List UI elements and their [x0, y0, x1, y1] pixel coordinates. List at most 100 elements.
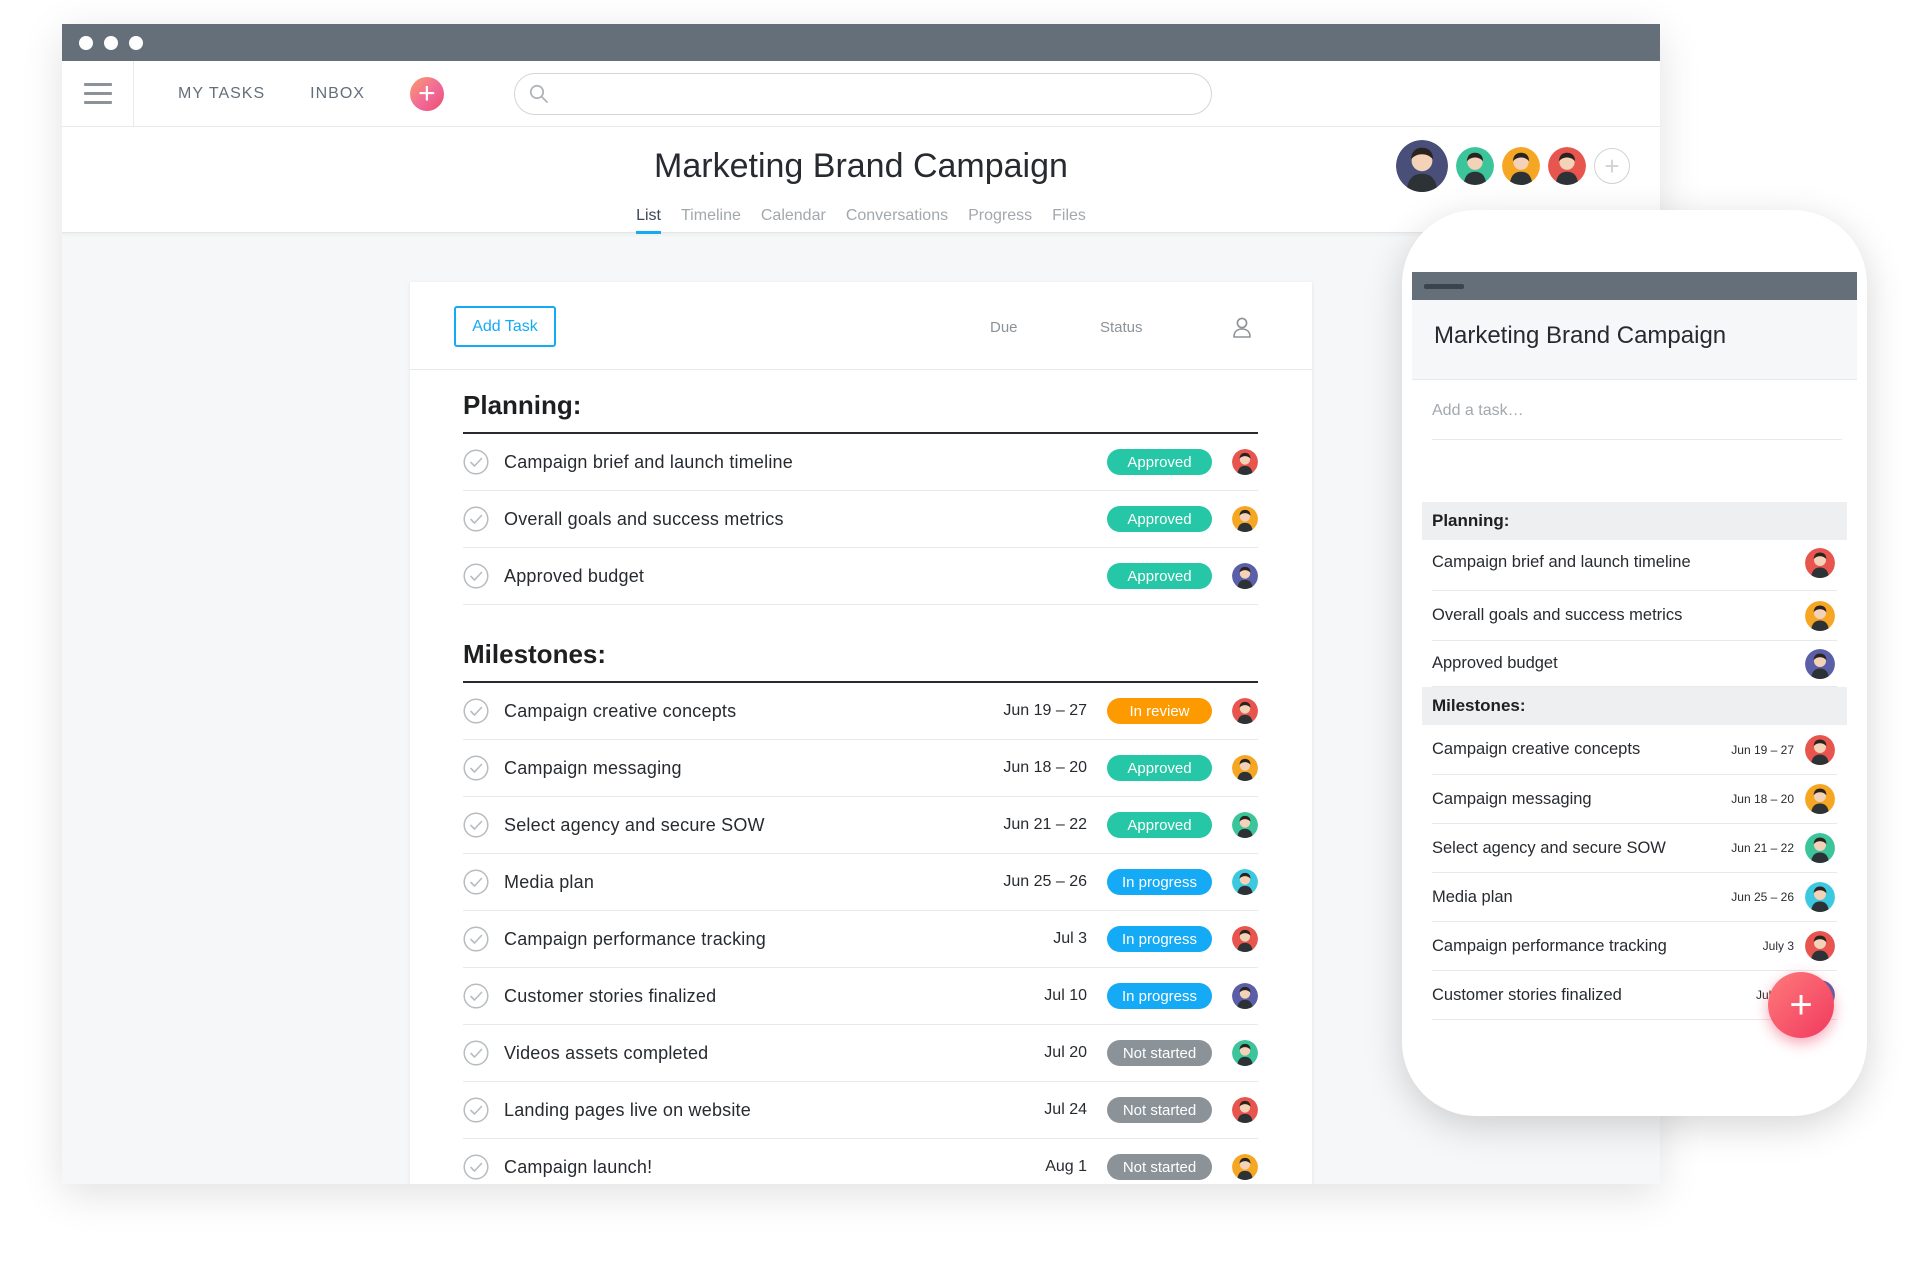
tab-calendar[interactable]: Calendar [760, 207, 826, 224]
assignee-avatar[interactable] [1232, 755, 1258, 781]
mobile-task-due[interactable]: Jun 19 – 27 [1731, 742, 1794, 757]
task-name[interactable]: Customer stories finalized [504, 985, 717, 1006]
mobile-add-fab[interactable]: + [1768, 972, 1834, 1038]
complete-checkbox-icon[interactable] [463, 983, 489, 1009]
mobile-task-due[interactable]: Jun 21 – 22 [1731, 841, 1794, 855]
assignee-avatar[interactable] [1232, 698, 1258, 724]
complete-checkbox-icon[interactable] [463, 563, 489, 589]
mobile-task-name[interactable]: Media plan [1432, 887, 1513, 906]
mobile-task-row[interactable]: Campaign messaging Jun 18 – 20 [1432, 775, 1837, 824]
complete-checkbox-icon[interactable] [463, 1154, 489, 1180]
mobile-task-due[interactable]: Jun 25 – 26 [1731, 890, 1794, 904]
task-row[interactable]: Campaign launch! Aug 1 Not started [463, 1139, 1258, 1184]
task-row[interactable]: Campaign creative concepts Jun 19 – 27 In … [463, 683, 1258, 740]
mobile-task-due[interactable]: Jun 18 – 20 [1731, 792, 1794, 806]
mobile-assignee-avatar[interactable] [1805, 734, 1835, 765]
mobile-assignee-avatar[interactable] [1805, 600, 1835, 631]
task-row[interactable]: Select agency and secure SOW Jun 21 – 22 A… [463, 797, 1258, 854]
complete-checkbox-icon[interactable] [463, 812, 489, 838]
task-name[interactable]: Campaign messaging [504, 757, 682, 778]
task-name[interactable]: Campaign creative concepts [504, 700, 737, 721]
status-badge[interactable]: Approved [1107, 449, 1212, 475]
tab-timeline[interactable]: Timeline [681, 207, 741, 224]
status-badge[interactable]: Not started [1107, 1040, 1212, 1066]
mobile-assignee-avatar[interactable] [1805, 833, 1835, 863]
task-due-date[interactable]: Jul 3 [1053, 930, 1087, 947]
assignee-avatar[interactable] [1232, 1040, 1258, 1066]
status-badge[interactable]: In review [1107, 698, 1212, 724]
task-row[interactable]: Campaign performance tracking Jul 3 In pro… [463, 911, 1258, 968]
task-name[interactable]: Landing pages live on website [504, 1099, 751, 1120]
mobile-task-name[interactable]: Campaign creative concepts [1432, 740, 1641, 758]
mobile-task-name[interactable]: Customer stories finalized [1432, 985, 1622, 1004]
member-avatar[interactable] [1548, 147, 1586, 185]
search-bar[interactable] [514, 73, 1212, 115]
task-row[interactable]: Landing pages live on website Jul 24 Not s… [463, 1082, 1258, 1139]
person-icon[interactable] [1232, 316, 1252, 338]
status-badge[interactable]: Approved [1107, 755, 1212, 781]
task-name[interactable]: Videos assets completed [504, 1042, 709, 1063]
add-task-button[interactable]: Add Task [454, 306, 556, 347]
mobile-task-name[interactable]: Overall goals and success metrics [1432, 606, 1683, 624]
task-due-date[interactable]: Jun 21 – 22 [1003, 816, 1087, 833]
assignee-avatar[interactable] [1232, 983, 1258, 1009]
assignee-avatar[interactable] [1232, 1154, 1258, 1180]
assignee-avatar[interactable] [1232, 812, 1258, 838]
tab-files[interactable]: Files [1052, 207, 1086, 224]
task-due-date[interactable]: Jun 18 – 20 [1003, 759, 1087, 776]
task-row[interactable]: Approved budget Approved [463, 548, 1258, 605]
status-badge[interactable]: In progress [1107, 869, 1212, 895]
mobile-task-name[interactable]: Campaign performance tracking [1432, 936, 1667, 955]
mobile-task-row[interactable]: Campaign creative concepts Jun 19 – 27 [1432, 725, 1837, 775]
task-name[interactable]: Approved budget [504, 565, 645, 586]
window-maximize-dot[interactable] [129, 35, 143, 50]
task-name[interactable]: Campaign performance tracking [504, 928, 766, 949]
complete-checkbox-icon[interactable] [463, 449, 489, 475]
assignee-avatar[interactable] [1232, 869, 1258, 895]
task-name[interactable]: Campaign launch! [504, 1156, 653, 1177]
hamburger-menu-icon[interactable] [62, 60, 134, 127]
task-due-date[interactable]: Jul 24 [1044, 1101, 1087, 1118]
assignee-avatar[interactable] [1232, 563, 1258, 589]
assignee-avatar[interactable] [1232, 506, 1258, 532]
column-header-status[interactable]: Status [1100, 319, 1143, 336]
task-row[interactable]: Overall goals and success metrics Approve… [463, 491, 1258, 548]
task-row[interactable]: Videos assets completed Jul 20 Not started [463, 1025, 1258, 1082]
task-row[interactable]: Media plan Jun 25 – 26 In progress [463, 854, 1258, 911]
mobile-task-row[interactable]: Overall goals and success metrics [1432, 591, 1837, 641]
assignee-avatar[interactable] [1232, 449, 1258, 475]
mobile-task-row[interactable]: Select agency and secure SOW Jun 21 – 22 [1432, 824, 1837, 873]
task-due-date[interactable]: Jun 19 – 27 [1003, 702, 1087, 719]
mobile-task-row[interactable]: Campaign performance tracking July 3 [1432, 922, 1837, 971]
task-due-date[interactable]: Jun 25 – 26 [1003, 873, 1087, 890]
task-name[interactable]: Overall goals and success metrics [504, 508, 784, 529]
search-input[interactable] [559, 83, 1189, 105]
task-due-date[interactable]: Jul 10 [1044, 987, 1087, 1004]
task-name[interactable]: Select agency and secure SOW [504, 814, 765, 835]
window-close-dot[interactable] [79, 35, 93, 50]
assignee-avatar[interactable] [1232, 1097, 1258, 1123]
task-row[interactable]: Campaign messaging Jun 18 – 20 Approved [463, 740, 1258, 797]
quick-add-button[interactable]: + [409, 76, 444, 111]
complete-checkbox-icon[interactable] [463, 698, 489, 724]
member-avatar[interactable] [1456, 147, 1494, 185]
complete-checkbox-icon[interactable] [463, 869, 489, 895]
mobile-assignee-avatar[interactable] [1805, 648, 1835, 679]
mobile-task-name[interactable]: Campaign messaging [1432, 789, 1592, 808]
window-minimize-dot[interactable] [104, 35, 118, 50]
member-avatar[interactable] [1502, 147, 1540, 185]
task-name[interactable]: Media plan [504, 871, 595, 892]
complete-checkbox-icon[interactable] [463, 926, 489, 952]
assignee-avatar[interactable] [1232, 926, 1258, 952]
mobile-assignee-avatar[interactable] [1805, 547, 1835, 578]
column-header-due[interactable]: Due [990, 319, 1018, 336]
task-due-date[interactable]: Jul 20 [1044, 1044, 1087, 1061]
task-due-date[interactable]: Aug 1 [1045, 1158, 1087, 1175]
complete-checkbox-icon[interactable] [463, 755, 489, 781]
tab-list[interactable]: List [636, 207, 661, 234]
nav-my-tasks[interactable]: MY TASKS [178, 84, 266, 102]
mobile-task-row[interactable]: Campaign brief and launch timeline [1432, 535, 1837, 591]
complete-checkbox-icon[interactable] [463, 506, 489, 532]
status-badge[interactable]: Approved [1107, 506, 1212, 532]
tab-conversations[interactable]: Conversations [845, 207, 949, 224]
